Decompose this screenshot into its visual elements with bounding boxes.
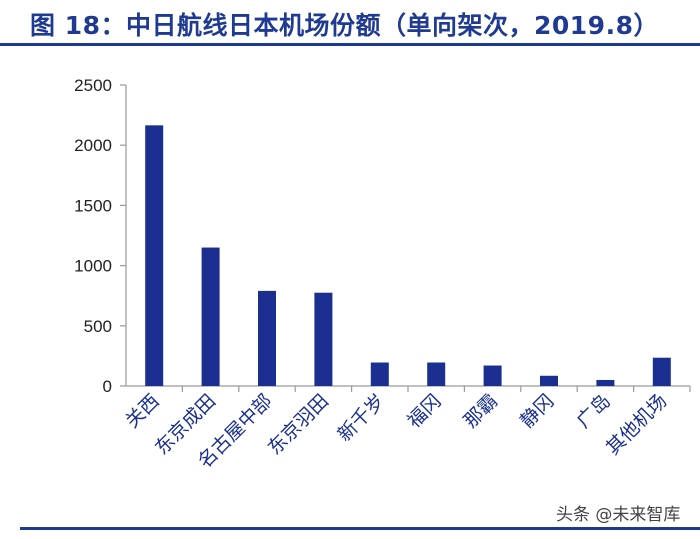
page-title: 图 18：中日航线日本机场份额（单向架次，2019.8） (30, 11, 659, 40)
y-tick-label: 500 (84, 317, 112, 336)
x-category-label: 新千岁 (333, 390, 389, 446)
bar-7 (483, 365, 502, 386)
bar-8 (540, 375, 558, 386)
y-tick-label: 1000 (74, 257, 112, 276)
bar-2 (201, 247, 220, 386)
y-tick-label: 0 (103, 377, 112, 396)
y-tick-label: 2000 (74, 136, 112, 155)
bar-4 (314, 292, 333, 386)
title-bar: 图 18：中日航线日本机场份额（单向架次，2019.8） (0, 0, 700, 46)
x-category-label: 其他机场 (602, 390, 671, 459)
x-category-label: 那霸 (460, 390, 502, 432)
x-category-label: 东京羽田 (264, 390, 333, 459)
bottom-divider (20, 527, 700, 530)
bar-10 (652, 357, 671, 386)
x-category-label: 静冈 (516, 390, 558, 432)
x-category-label: 福冈 (403, 390, 445, 432)
y-tick-label: 2500 (74, 76, 112, 95)
bar-6 (427, 362, 446, 386)
bar-5 (370, 362, 389, 386)
y-tick-label: 1500 (74, 196, 112, 215)
x-category-label: 广岛 (572, 390, 614, 432)
bar-3 (258, 290, 276, 386)
bar-9 (596, 379, 615, 386)
bar-1 (145, 125, 164, 387)
watermark: 头条 @未来智库 (556, 505, 681, 525)
x-category-label: 关西 (121, 390, 163, 432)
